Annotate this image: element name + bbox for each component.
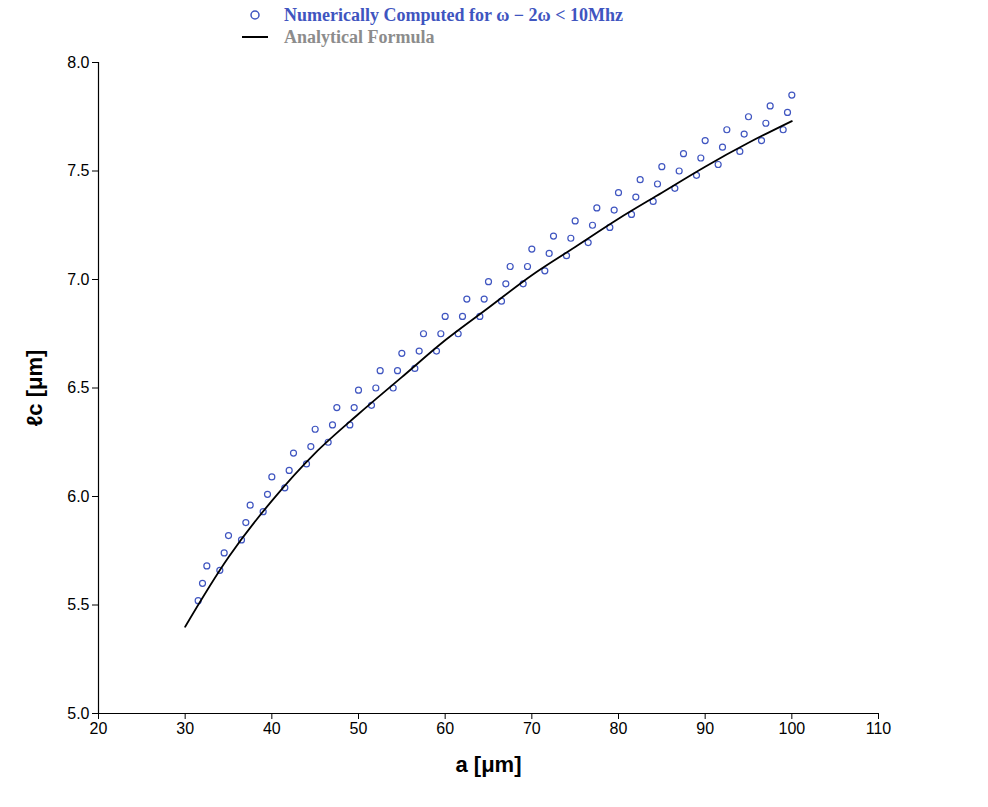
svg-text:110: 110 (866, 720, 892, 737)
svg-text:70: 70 (523, 720, 541, 737)
svg-text:20: 20 (90, 720, 108, 737)
svg-text:a [μm]: a [μm] (455, 752, 521, 777)
svg-text:50: 50 (350, 720, 368, 737)
html-text:Numerically Computed for ω − 2: Numerically Computed for ω − 2ω < 10Mhz (284, 4, 623, 25)
svg-text:60: 60 (436, 720, 454, 737)
html-text:Analytical Formula: Analytical Formula (284, 26, 435, 47)
svg-text:5.0: 5.0 (67, 705, 89, 722)
svg-text:30: 30 (176, 720, 194, 737)
svg-text:90: 90 (696, 720, 714, 737)
svg-text:8.0: 8.0 (67, 54, 89, 71)
svg-text:7.0: 7.0 (67, 271, 89, 288)
svg-text:7.5: 7.5 (67, 162, 89, 179)
svg-text:40: 40 (263, 720, 281, 737)
svg-text:6.0: 6.0 (67, 488, 89, 505)
svg-text:100: 100 (778, 720, 805, 737)
svg-text:5.5: 5.5 (67, 596, 89, 613)
svg-text:80: 80 (610, 720, 628, 737)
svg-text:ℓc [μm]: ℓc [μm] (22, 350, 47, 427)
svg-text:6.5: 6.5 (67, 379, 89, 396)
